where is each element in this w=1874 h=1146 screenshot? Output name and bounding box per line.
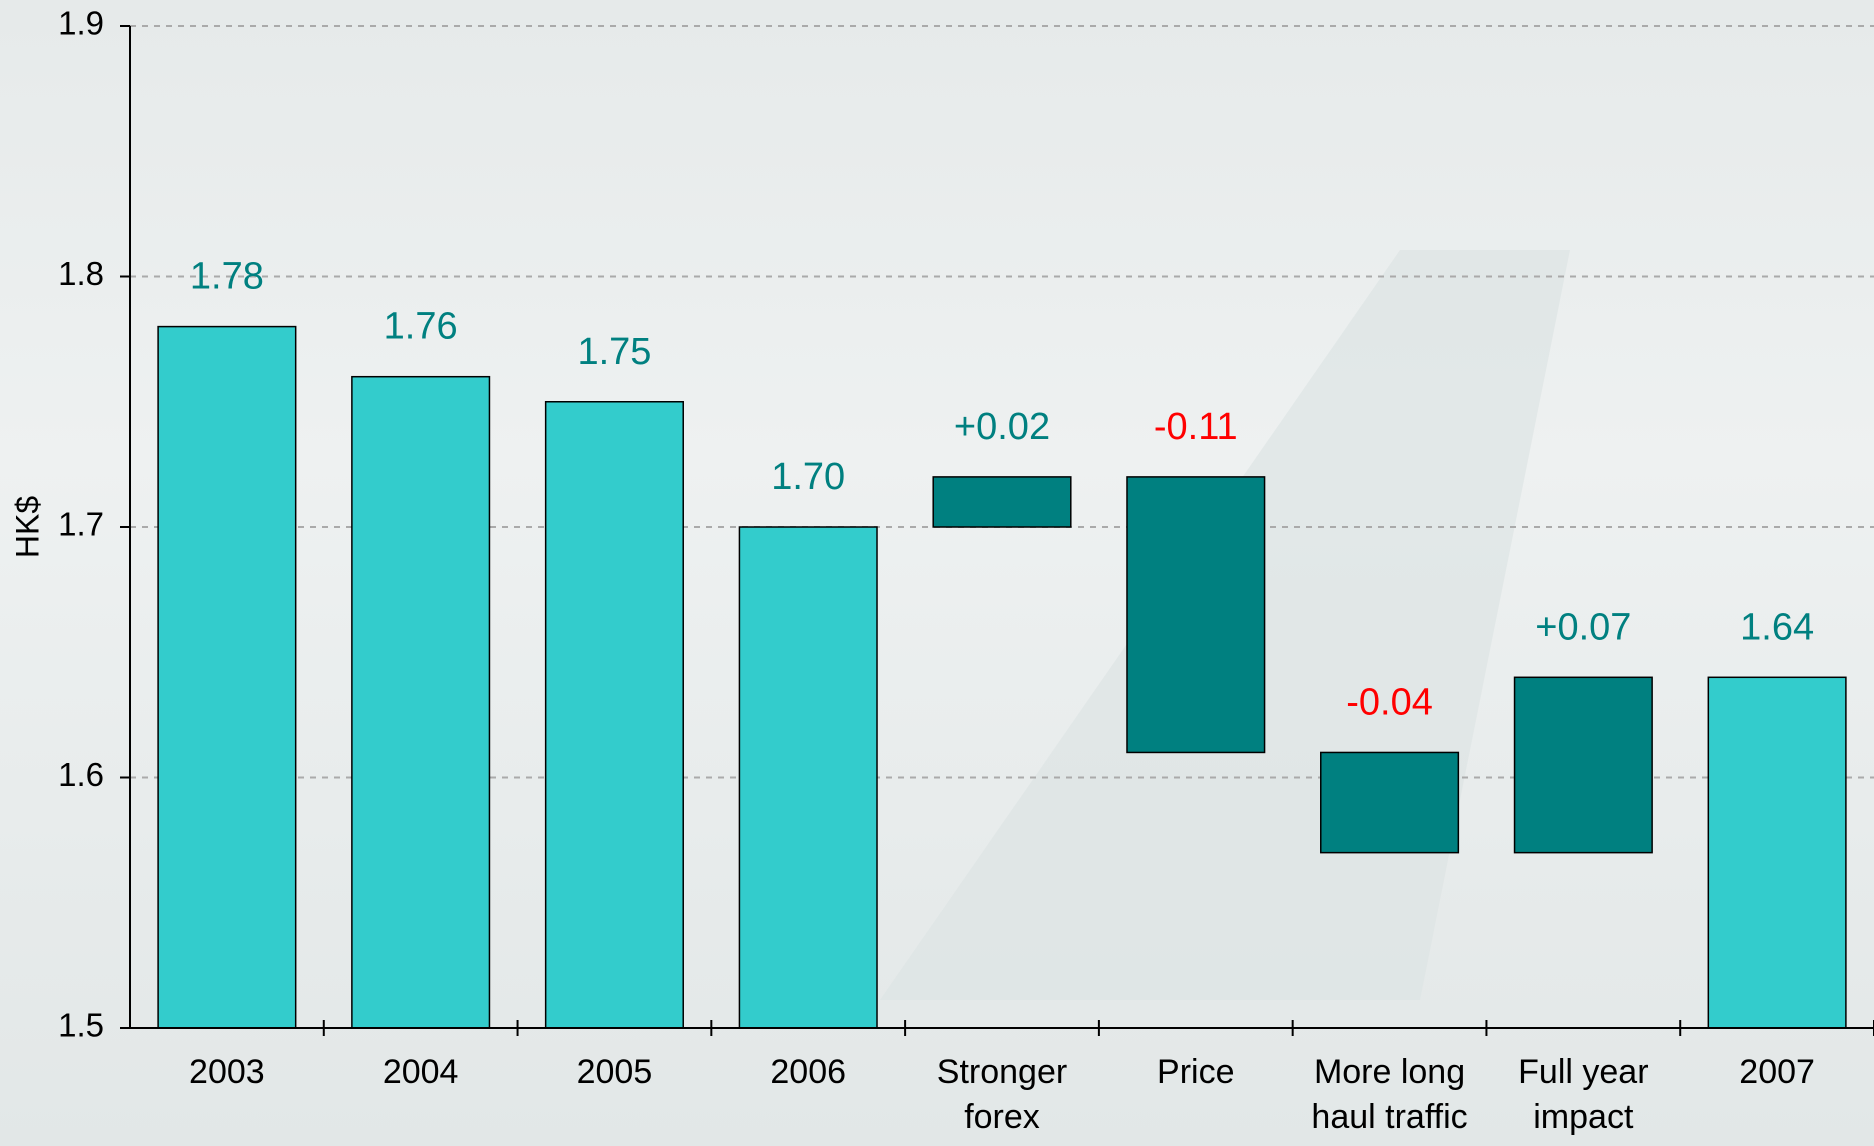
- x-tick-label: 2005: [576, 1053, 653, 1091]
- value-label: 1.76: [384, 306, 458, 348]
- value-label: -0.04: [1346, 681, 1433, 723]
- bar: [157, 325, 297, 1029]
- bar: [1707, 676, 1847, 1029]
- bar: [932, 476, 1072, 528]
- value-label: 1.64: [1740, 606, 1814, 648]
- bar: [351, 375, 491, 1029]
- bar: [1126, 476, 1266, 754]
- value-label: 1.70: [771, 456, 845, 498]
- x-tick-label: Price: [1157, 1053, 1235, 1091]
- x-tick-label: More long haul traffic: [1311, 1053, 1468, 1136]
- y-tick-label: 1.8: [58, 255, 104, 292]
- value-label: 1.78: [190, 256, 264, 298]
- x-tick-label: Stronger forex: [936, 1053, 1068, 1136]
- y-tick-label: 1.9: [58, 5, 104, 42]
- bar: [544, 401, 684, 1029]
- x-tick-label: 2007: [1739, 1053, 1815, 1091]
- value-label: +0.07: [1535, 606, 1631, 648]
- bar: [1320, 751, 1460, 854]
- y-axis-label: HK$: [9, 496, 45, 558]
- x-tick-label: 2006: [770, 1053, 847, 1091]
- value-label: -0.11: [1154, 406, 1238, 448]
- value-label: +0.02: [954, 406, 1050, 448]
- y-tick-label: 1.6: [58, 756, 104, 793]
- value-label: 1.75: [577, 331, 651, 373]
- x-tick-label: Full year impact: [1518, 1053, 1649, 1136]
- x-tick-label: 2004: [382, 1053, 459, 1091]
- x-tick-label: 2003: [189, 1053, 265, 1091]
- y-tick-label: 1.7: [58, 506, 104, 543]
- bar: [738, 526, 878, 1029]
- y-tick-label: 1.5: [58, 1007, 104, 1044]
- bar: [1513, 676, 1653, 854]
